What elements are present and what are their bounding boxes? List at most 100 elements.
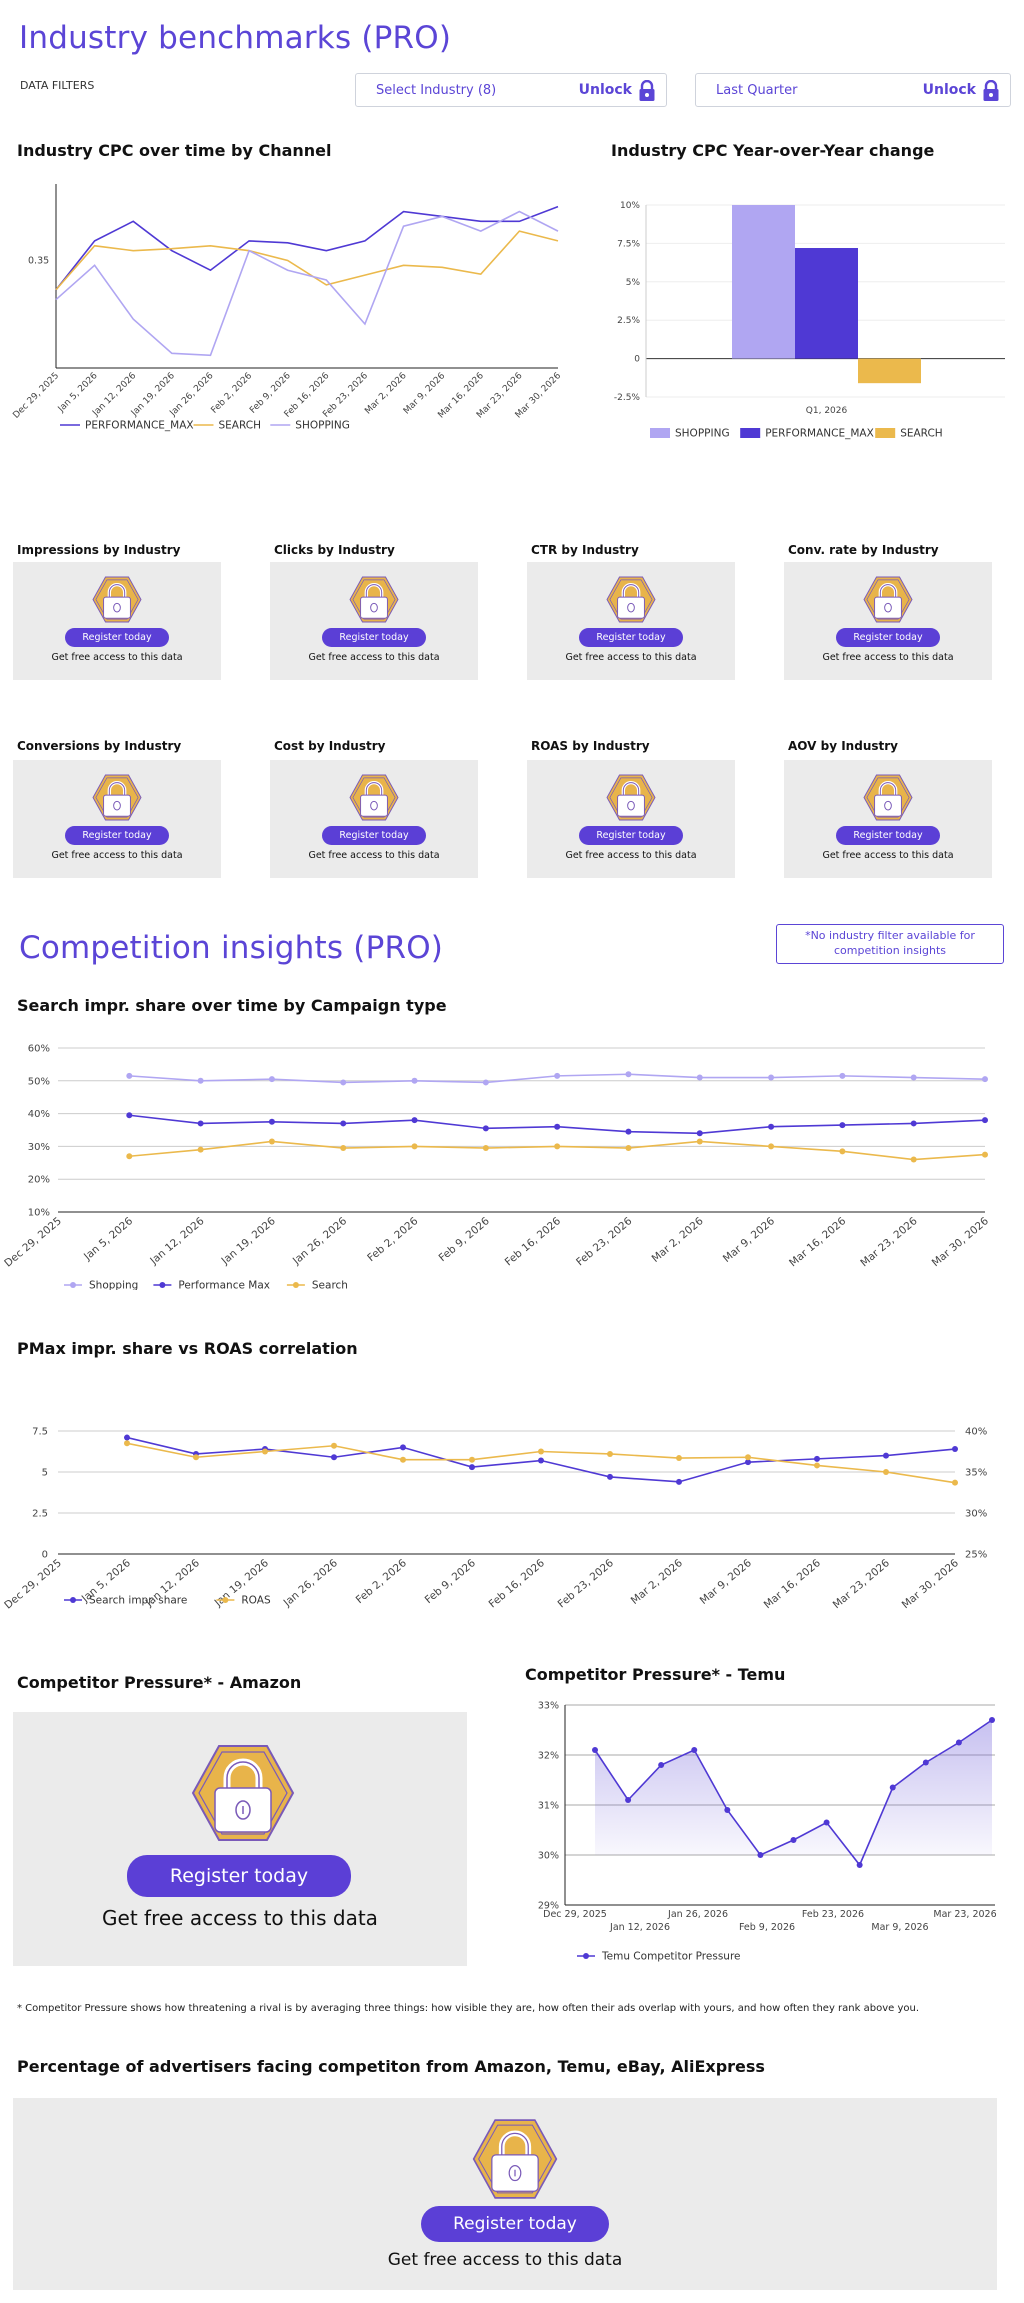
data-point [883, 1469, 889, 1475]
y-tick-label: 29% [538, 1901, 559, 1912]
pmax-roas-chart: 7.5 40%5 35%2.5 30%0 25%Dec 29, 2025 Jan 5, 2… [2, 1427, 987, 1612]
impr-share-title: Search impr. share over time by Campaign… [17, 996, 447, 1015]
data-point [411, 1143, 418, 1150]
y-tick-label: 5% [626, 278, 641, 288]
competitor-pressure-footnote: * Competitor Pressure shows how threaten… [17, 2003, 920, 2014]
data-point [910, 1156, 917, 1163]
legend-label: Temu Competitor Pressure [601, 1951, 740, 1963]
register-button[interactable]: Register today [322, 826, 426, 845]
data-point [952, 1479, 958, 1486]
no-industry-filter-note: *No industry filter available for compet… [776, 924, 1004, 964]
y-tick-label-right: 40% [965, 1427, 987, 1438]
data-point [124, 1440, 130, 1447]
data-point [400, 1456, 406, 1463]
x-tick-label: Dec 29, 2025 [11, 371, 61, 421]
x-tick-label: Mar 23, 2026 [933, 1909, 996, 1920]
legend-marker [70, 1597, 76, 1603]
data-point [554, 1123, 561, 1130]
data-point [910, 1120, 917, 1127]
industry-unlock-label[interactable]: Unlock [578, 82, 632, 98]
legend-label: Performance Max [178, 1280, 270, 1291]
x-tick-label: Jan 12, 2026 [147, 1215, 206, 1268]
legend-label: Shopping [89, 1280, 138, 1291]
legend-swatch [875, 428, 896, 438]
x-tick-label: Dec 29, 2025 [2, 1557, 64, 1611]
bar-shopping [732, 205, 795, 359]
temu-title: Competitor Pressure* - Temu [525, 1665, 786, 1684]
legend-label: Search impr. share [89, 1595, 187, 1607]
legend-marker [159, 1282, 166, 1288]
data-point [554, 1072, 561, 1079]
legend-marker [222, 1597, 229, 1603]
period-unlock-label[interactable]: Unlock [922, 82, 976, 98]
y-tick-label: 40% [28, 1109, 50, 1120]
period-filter-placeholder: Last Quarter [716, 83, 798, 98]
y-tick-label: 60% [28, 1044, 50, 1055]
y-tick-label: 50% [28, 1076, 50, 1087]
data-point [625, 1797, 632, 1803]
register-button[interactable]: Register today [65, 826, 169, 845]
data-point [126, 1153, 133, 1160]
locked-tile-title: ROAS by Industry [531, 739, 650, 753]
data-point [331, 1442, 337, 1449]
locked-tile-panel: Register today Get free access to this d… [270, 562, 478, 680]
register-button[interactable]: Register today [322, 628, 426, 647]
free-access-text: Get free access to this data [51, 850, 183, 861]
x-tick-label: Mar 16, 2026 [787, 1215, 849, 1269]
competition-title: Competition insights (PRO) [19, 930, 444, 966]
data-point [469, 1456, 475, 1463]
x-tick-label: Mar 30, 2026 [930, 1215, 992, 1269]
bar-performance_max [795, 248, 858, 359]
register-button[interactable]: Register today [579, 628, 683, 647]
data-point [839, 1148, 846, 1155]
free-access-text: Get free access to this data [308, 850, 440, 861]
x-tick-label: Feb 9, 2026 [423, 1557, 478, 1606]
data-point [814, 1455, 820, 1462]
amazon-locked-panel: Register today Get free access to this d… [13, 1712, 467, 1966]
register-button[interactable]: Register today [127, 1855, 351, 1897]
y-tick-label-right: 35% [965, 1468, 987, 1479]
x-tick-label: Mar 9, 2026 [698, 1557, 754, 1607]
legend-label: Search [312, 1280, 348, 1291]
x-tick-label: Feb 2, 2026 [365, 1215, 420, 1264]
data-point [193, 1454, 199, 1461]
series-area [595, 1720, 992, 1865]
free-access-text: Get free access to this data [308, 652, 440, 663]
y-tick-label-left: 2.5 [32, 1509, 48, 1520]
y-tick-label-left: 5 [42, 1468, 48, 1479]
industry-filter[interactable]: Select Industry (8) Unlock [355, 73, 667, 107]
data-point [658, 1762, 665, 1768]
locked-tile-title: Impressions by Industry [17, 543, 181, 557]
register-button[interactable]: Register today [579, 826, 683, 845]
y-tick-label-right: 30% [965, 1509, 987, 1520]
legend-swatch [740, 428, 761, 438]
legend-label: PERFORMANCE_MAX [85, 420, 194, 432]
x-tick-label: Feb 2, 2026 [354, 1557, 409, 1606]
data-point [676, 1478, 682, 1485]
locked-tile-title: CTR by Industry [531, 543, 639, 557]
register-button[interactable]: Register today [836, 826, 940, 845]
amazon-title: Competitor Pressure* - Amazon [17, 1673, 302, 1692]
x-tick-label: Dec 29, 2025 [2, 1215, 64, 1269]
data-point [839, 1122, 846, 1129]
cpc-yoy-chart: 10% 7.5% 5% 2.5% 0 -2.5% Q1, 2026 SHOPPING PERFO… [614, 201, 1005, 440]
register-button[interactable]: Register today [836, 628, 940, 647]
y-tick-label-left: 7.5 [32, 1427, 48, 1438]
series-line-shopping [55, 210, 559, 357]
register-button[interactable]: Register today [65, 628, 169, 647]
free-access-text: Get free access to this data [102, 1906, 378, 1930]
data-point [696, 1074, 703, 1081]
legend-label: SEARCH [900, 428, 942, 440]
data-filters-label: DATA FILTERS [20, 79, 95, 92]
data-point [197, 1146, 204, 1153]
register-button[interactable]: Register today [421, 2206, 609, 2242]
x-tick-label: Mar 2, 2026 [629, 1557, 685, 1607]
locked-tile-panel: Register today Get free access to this d… [784, 760, 992, 878]
period-filter[interactable]: Last Quarter Unlock [695, 73, 1011, 107]
data-point [839, 1072, 846, 1079]
legend-label: PERFORMANCE_MAX [765, 428, 874, 440]
data-point [340, 1120, 347, 1127]
legend-marker [70, 1282, 76, 1288]
lock-badge-icon [472, 2119, 558, 2199]
x-tick-label: Mar 30, 2026 [900, 1557, 962, 1611]
